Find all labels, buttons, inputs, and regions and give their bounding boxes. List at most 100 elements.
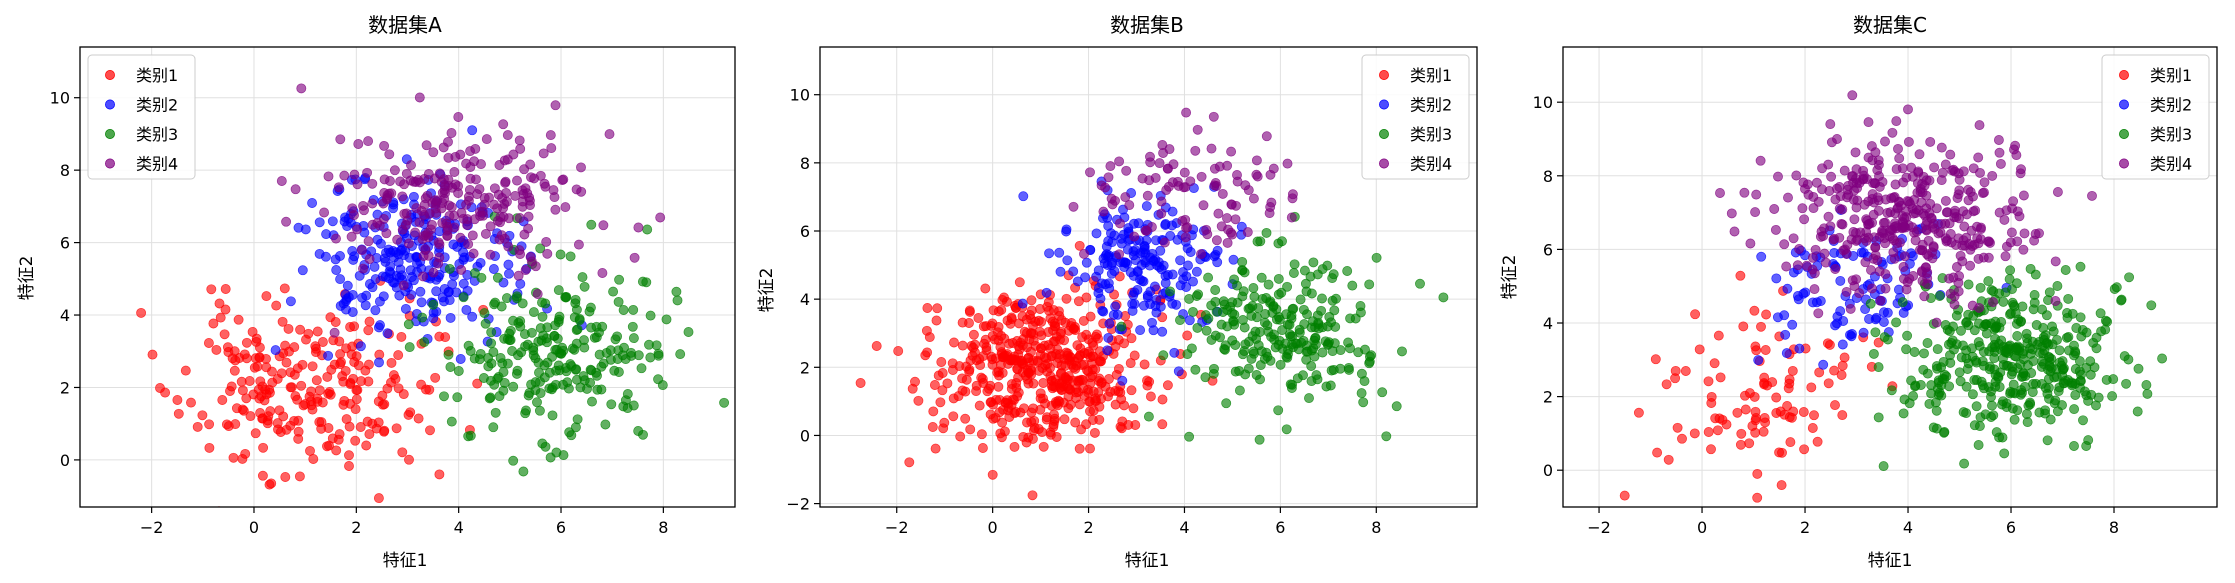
scatter-point: [987, 469, 998, 480]
scatter-point: [1971, 401, 1982, 412]
scatter-point: [397, 244, 407, 255]
scatter-point: [1162, 380, 1173, 391]
scatter-point: [561, 291, 572, 302]
scatter-point: [1080, 272, 1091, 283]
scatter-point: [1128, 290, 1139, 301]
scatter-point: [556, 348, 567, 359]
legend-marker: [105, 129, 115, 139]
scatter-point: [1006, 379, 1017, 390]
scatter-point: [452, 392, 463, 403]
scatter-point: [271, 300, 282, 311]
scatter-point: [1110, 301, 1121, 312]
scatter-point: [1897, 163, 1908, 174]
scatter-point: [463, 239, 474, 250]
y-tick-label: 4: [800, 290, 810, 309]
scatter-point: [2141, 380, 2152, 390]
scatter-point: [251, 336, 262, 347]
scatter-point: [1869, 232, 1880, 243]
series-类别1: [136, 275, 489, 507]
scatter-point: [453, 366, 464, 376]
scatter-point: [396, 270, 407, 281]
scatter-point: [1116, 321, 1127, 332]
scatter-point: [352, 224, 363, 235]
scatter-point: [1987, 170, 1998, 181]
scatter-point: [334, 429, 345, 440]
scatter-point: [1999, 448, 2010, 459]
scatter-point: [1371, 252, 1382, 263]
scatter-point: [609, 365, 620, 376]
scatter-point: [1977, 188, 1988, 199]
scatter-point: [1721, 419, 1732, 430]
y-tick-label: 2: [1543, 388, 1553, 407]
scatter-point: [645, 310, 656, 321]
scatter-point: [984, 383, 994, 394]
legend-label: 类别4: [1410, 155, 1452, 174]
scatter-point: [1779, 310, 1790, 321]
scatter-point: [932, 303, 943, 314]
scatter-point: [1880, 136, 1890, 147]
scatter-point: [1860, 257, 1871, 268]
scatter-point: [1281, 424, 1292, 435]
scatter-point: [331, 445, 342, 456]
scatter-point: [270, 345, 281, 356]
series-类别4: [276, 83, 666, 338]
scatter-point: [539, 360, 550, 371]
scatter-point: [2015, 359, 2026, 370]
scatter-point: [513, 270, 524, 281]
scatter-point: [567, 343, 578, 354]
scatter-point: [1933, 377, 1944, 388]
scatter-point: [2107, 391, 2118, 402]
scatter-point: [1119, 400, 1130, 411]
scatter-point: [2021, 409, 2032, 419]
scatter-point: [1060, 373, 1071, 384]
legend-marker: [105, 70, 115, 80]
scatter-point: [489, 183, 500, 194]
scatter-point: [2093, 392, 2104, 403]
scatter-point: [1108, 310, 1119, 320]
scatter-point: [160, 387, 171, 398]
scatter-point: [2087, 190, 2097, 201]
scatter-point: [1962, 364, 1973, 374]
scatter-point: [2014, 211, 2025, 222]
scatter-point: [1190, 364, 1201, 375]
scatter-point: [655, 212, 666, 223]
scatter-point: [1732, 407, 1743, 418]
scatter-point: [1198, 200, 1209, 211]
scatter-point: [1884, 225, 1895, 236]
scatter-point: [381, 247, 391, 258]
scatter-point: [1978, 252, 1989, 263]
scatter-point: [1230, 340, 1241, 350]
scatter-point: [2001, 241, 2012, 252]
scatter-point: [1116, 423, 1127, 434]
scatter-point: [1261, 131, 1272, 142]
scatter-point: [1800, 183, 1810, 194]
scatter-point: [1735, 270, 1746, 281]
legend-box: [2101, 54, 2210, 180]
scatter-point: [375, 238, 386, 249]
scatter-point: [363, 359, 374, 370]
scatter-point: [598, 220, 609, 231]
scatter-point: [356, 376, 367, 387]
scatter-point: [964, 318, 974, 328]
scatter-point: [1093, 387, 1104, 398]
scatter-point: [1002, 315, 1013, 326]
scatter-point: [1081, 257, 1092, 268]
scatter-point: [344, 450, 354, 461]
scatter-point: [1230, 214, 1241, 225]
scatter-point: [1049, 413, 1060, 424]
scatter-point: [1251, 155, 1262, 166]
scatter-point: [1858, 170, 1869, 181]
scatter-point: [1931, 405, 1942, 416]
scatter-point: [1061, 226, 1072, 237]
scatter-point: [1271, 314, 1282, 325]
scatter-point: [1839, 352, 1850, 363]
scatter-point: [2070, 390, 2081, 400]
scatter-point: [1781, 261, 1792, 272]
scatter-point: [964, 366, 975, 377]
legend: 类别1 类别2 类别3 类别4: [2101, 54, 2210, 180]
scatter-point: [1306, 322, 1317, 333]
scatter-point: [1706, 444, 1716, 455]
legend-label: 类别2: [2150, 96, 2192, 115]
scatter-point: [1830, 400, 1840, 411]
scatter-point: [1317, 293, 1327, 304]
